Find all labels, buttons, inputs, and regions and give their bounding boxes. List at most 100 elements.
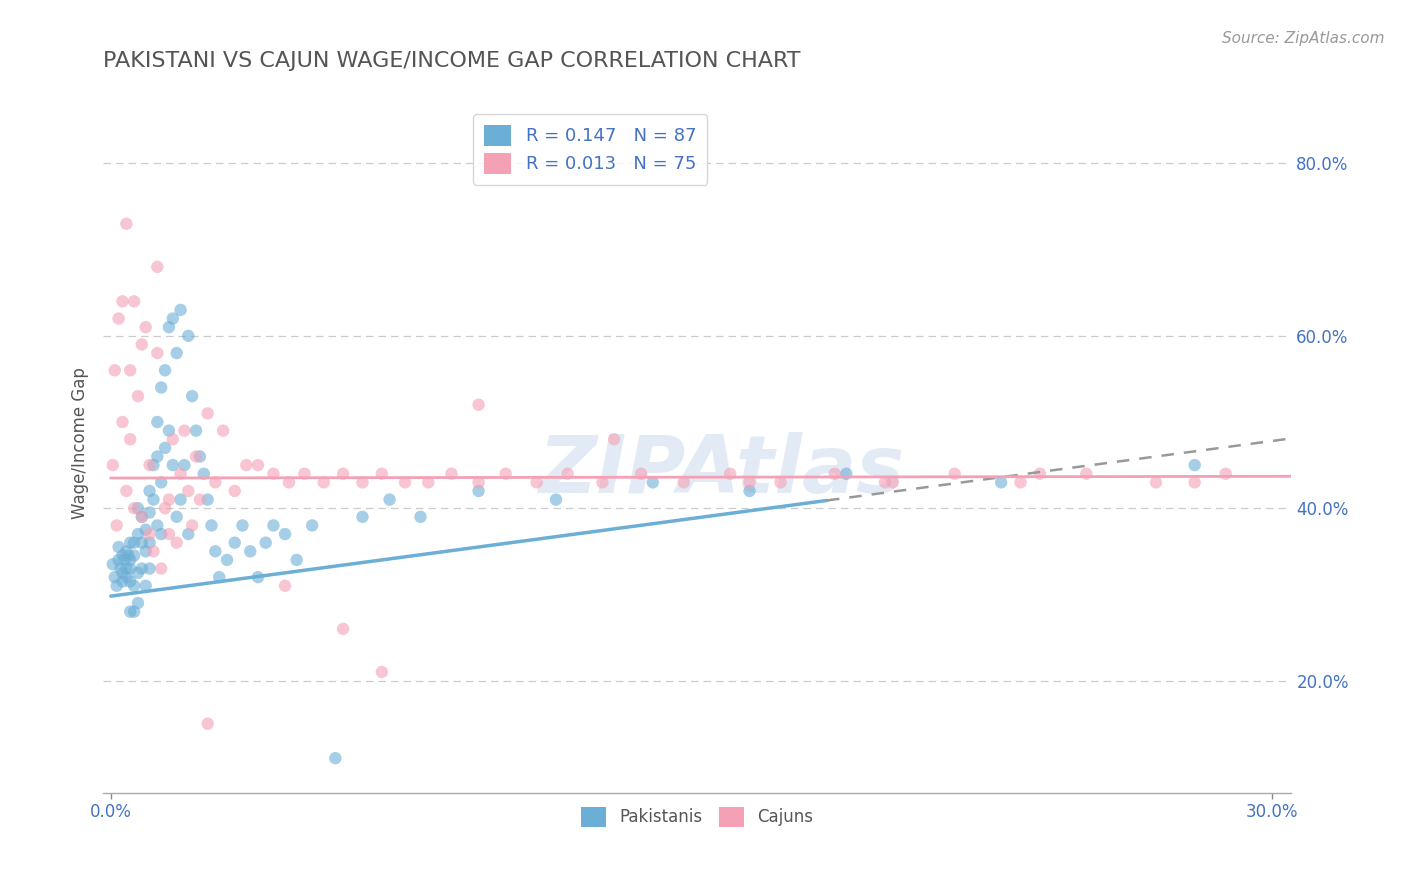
Point — [718, 467, 741, 481]
Point — [104, 363, 127, 377]
Point — [162, 458, 184, 472]
Point — [142, 458, 165, 472]
Point — [371, 665, 394, 679]
Point — [352, 509, 374, 524]
Point — [135, 544, 157, 558]
Point — [672, 475, 695, 490]
Text: ZIPAtlas: ZIPAtlas — [538, 433, 904, 510]
Point — [824, 467, 846, 481]
Point — [294, 467, 316, 481]
Point — [111, 566, 134, 580]
Point — [1010, 475, 1032, 490]
Point — [526, 475, 548, 490]
Point — [1144, 475, 1167, 490]
Point — [122, 294, 145, 309]
Point — [224, 483, 246, 498]
Point — [835, 467, 858, 481]
Point — [115, 217, 138, 231]
Point — [352, 475, 374, 490]
Point — [142, 492, 165, 507]
Point — [131, 337, 153, 351]
Point — [122, 535, 145, 549]
Point — [111, 574, 134, 589]
Point — [153, 363, 176, 377]
Point — [262, 467, 284, 481]
Point — [603, 432, 626, 446]
Point — [101, 458, 124, 472]
Point — [120, 561, 142, 575]
Point — [138, 506, 160, 520]
Point — [107, 311, 129, 326]
Text: PAKISTANI VS CAJUN WAGE/INCOME GAP CORRELATION CHART: PAKISTANI VS CAJUN WAGE/INCOME GAP CORRE… — [103, 51, 800, 70]
Point — [146, 518, 169, 533]
Point — [150, 527, 173, 541]
Point — [135, 579, 157, 593]
Point — [1076, 467, 1098, 481]
Point — [630, 467, 652, 481]
Point — [138, 535, 160, 549]
Point — [120, 605, 142, 619]
Point — [135, 320, 157, 334]
Point — [1029, 467, 1052, 481]
Point — [115, 561, 138, 575]
Point — [153, 501, 176, 516]
Point — [127, 566, 149, 580]
Point — [120, 553, 142, 567]
Point — [1184, 458, 1206, 472]
Point — [769, 475, 792, 490]
Point — [146, 346, 169, 360]
Legend: Pakistanis, Cajuns: Pakistanis, Cajuns — [575, 801, 820, 833]
Point — [162, 311, 184, 326]
Point — [254, 535, 277, 549]
Point — [212, 424, 235, 438]
Point — [224, 535, 246, 549]
Point — [166, 535, 188, 549]
Point — [184, 424, 207, 438]
Point — [146, 415, 169, 429]
Point — [111, 549, 134, 563]
Point — [197, 492, 219, 507]
Point — [177, 483, 200, 498]
Point — [127, 527, 149, 541]
Point — [153, 441, 176, 455]
Text: Source: ZipAtlas.com: Source: ZipAtlas.com — [1222, 31, 1385, 46]
Point — [467, 398, 489, 412]
Point — [332, 467, 354, 481]
Point — [111, 415, 134, 429]
Point — [150, 561, 173, 575]
Point — [641, 475, 664, 490]
Point — [127, 389, 149, 403]
Point — [107, 553, 129, 567]
Point — [110, 561, 132, 575]
Point — [115, 483, 138, 498]
Point — [181, 389, 204, 403]
Point — [239, 544, 262, 558]
Point — [495, 467, 517, 481]
Point — [274, 527, 297, 541]
Point — [157, 320, 180, 334]
Point — [193, 467, 215, 481]
Point — [120, 574, 142, 589]
Point — [262, 518, 284, 533]
Point — [157, 424, 180, 438]
Point — [184, 450, 207, 464]
Point — [111, 294, 134, 309]
Point — [127, 501, 149, 516]
Point — [146, 450, 169, 464]
Point — [378, 492, 401, 507]
Point — [107, 540, 129, 554]
Point — [591, 475, 613, 490]
Point — [277, 475, 299, 490]
Point — [135, 523, 157, 537]
Point — [467, 483, 489, 498]
Point — [131, 535, 153, 549]
Point — [157, 527, 180, 541]
Point — [138, 458, 160, 472]
Point — [274, 579, 297, 593]
Point — [177, 328, 200, 343]
Point — [1215, 467, 1237, 481]
Point — [150, 380, 173, 394]
Point — [246, 570, 269, 584]
Point — [204, 544, 226, 558]
Point — [738, 475, 761, 490]
